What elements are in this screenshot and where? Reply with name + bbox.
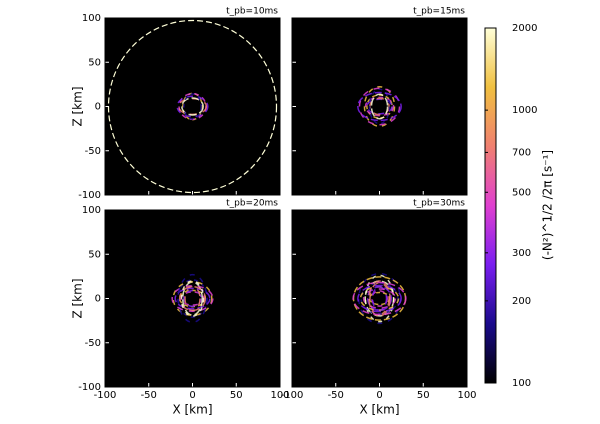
x-tick-label: 0 (376, 390, 382, 401)
heatmap-pattern (171, 273, 214, 324)
x-tick-label: -100 (281, 390, 304, 401)
pattern-ring (364, 274, 395, 323)
pattern-ring (172, 280, 213, 317)
panel-frame (104, 209, 281, 388)
pattern-ring (357, 91, 402, 122)
pattern-ring (176, 95, 209, 118)
colorbar-tick-label: 2000 (512, 23, 537, 34)
pattern-ring (369, 281, 390, 316)
pattern-ring (358, 87, 401, 126)
heatmap-background (105, 210, 280, 387)
y-tick-label: 50 (88, 57, 101, 68)
pattern-ring (180, 280, 205, 317)
colorbar (484, 27, 497, 384)
x-tick-label: 100 (457, 390, 476, 401)
x-tick-label: -50 (141, 390, 157, 401)
y-tick-label: 100 (82, 205, 101, 216)
pattern-ring (363, 85, 396, 128)
pattern-ring (177, 273, 208, 324)
colorbar-tick-label: 1000 (512, 105, 537, 116)
heatmap-background (105, 18, 280, 195)
pattern-ring (174, 287, 211, 310)
pattern-ring (362, 288, 397, 309)
y-tick-label: 0 (95, 294, 101, 305)
x-tick-label: -100 (94, 390, 117, 401)
pattern-ring (368, 88, 391, 125)
panel-frame (291, 17, 468, 196)
x-tick-label: 100 (270, 390, 289, 401)
panel-frame (104, 17, 281, 196)
pattern-ring (357, 284, 402, 313)
colorbar-tick-label: 200 (512, 296, 531, 307)
panel-frame (291, 209, 468, 388)
pattern-ring (181, 97, 204, 116)
colorbar-label: (-N²)^1/2 /2π [s⁻¹] (541, 150, 555, 260)
x-tick-label: 0 (189, 390, 195, 401)
pattern-ring (183, 93, 202, 120)
pattern-ring (364, 96, 395, 117)
x-tick-label: 50 (417, 390, 430, 401)
x-tick-label: -50 (328, 390, 344, 401)
panel-title: t_pb=30ms (413, 199, 465, 209)
pattern-ring (178, 285, 207, 312)
panel-title: t_pb=15ms (413, 7, 465, 17)
colorbar-tick-label: 700 (512, 147, 531, 158)
x-tick-label: 50 (230, 390, 243, 401)
pattern-ring (370, 93, 389, 120)
y-tick-label: -100 (78, 190, 101, 201)
panel-title: t_pb=20ms (226, 199, 278, 209)
colorbar-tick-label: 500 (512, 187, 531, 198)
pattern-ring (358, 272, 401, 325)
heatmap-background (292, 210, 467, 387)
x-axis-label: X [km] (359, 403, 399, 417)
colorbar-tick-label: 100 (512, 378, 531, 389)
panel-title: t_pb=10ms (226, 7, 278, 17)
pattern-ring (366, 286, 393, 311)
y-tick-label: -50 (85, 146, 101, 157)
pattern-ring (366, 98, 393, 115)
colorbar-tick-label: 300 (512, 248, 531, 259)
pattern-ring (183, 289, 202, 308)
y-tick-label: 100 (82, 13, 101, 24)
pattern-ring (171, 285, 214, 312)
y-axis-label: Z [km] (71, 86, 85, 126)
y-tick-label: 0 (95, 102, 101, 113)
heatmap-pattern (352, 272, 407, 325)
y-tick-label: -100 (78, 382, 101, 393)
y-axis-label: Z [km] (71, 278, 85, 318)
pattern-ring (368, 280, 391, 317)
y-tick-label: 50 (88, 249, 101, 260)
heatmap-pattern (357, 85, 402, 128)
x-axis-label: X [km] (172, 403, 212, 417)
pattern-ring (352, 281, 407, 316)
y-tick-label: -50 (85, 338, 101, 349)
heatmap-background (292, 18, 467, 195)
